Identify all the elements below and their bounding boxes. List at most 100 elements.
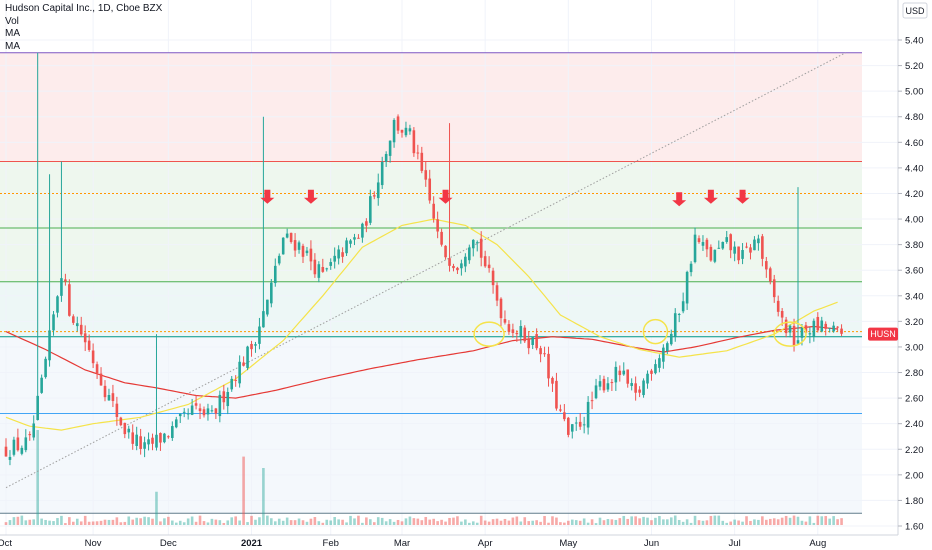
candle-body[interactable]: [436, 219, 439, 232]
candle-body[interactable]: [75, 323, 79, 327]
candle-body[interactable]: [626, 369, 630, 384]
candle-body[interactable]: [95, 364, 99, 374]
candle-body[interactable]: [222, 391, 226, 403]
candle-body[interactable]: [309, 248, 313, 262]
down-arrow-icon[interactable]: [672, 192, 687, 207]
candle-body[interactable]: [559, 409, 562, 411]
candle-body[interactable]: [606, 383, 610, 390]
candle-body[interactable]: [658, 358, 661, 368]
candle-body[interactable]: [547, 353, 550, 379]
candle-body[interactable]: [749, 247, 752, 253]
candle-body[interactable]: [816, 316, 820, 331]
candle-body[interactable]: [519, 326, 523, 337]
candle-body[interactable]: [230, 378, 234, 390]
candle-body[interactable]: [380, 161, 384, 186]
candle-body[interactable]: [155, 434, 158, 448]
candle-body[interactable]: [329, 262, 333, 266]
candle-body[interactable]: [87, 340, 91, 350]
candle-body[interactable]: [452, 265, 455, 269]
candle-body[interactable]: [12, 439, 16, 455]
candle-body[interactable]: [768, 268, 772, 282]
candle-body[interactable]: [602, 378, 606, 391]
candle-body[interactable]: [79, 324, 83, 335]
candle-body[interactable]: [416, 152, 420, 154]
candle-body[interactable]: [305, 250, 309, 254]
candle-body[interactable]: [563, 412, 566, 420]
candle-body[interactable]: [163, 433, 166, 443]
candle-body[interactable]: [99, 373, 103, 386]
candle-body[interactable]: [491, 270, 495, 286]
candle-body[interactable]: [685, 271, 689, 304]
candle-body[interactable]: [147, 439, 150, 445]
candle-body[interactable]: [412, 130, 416, 154]
candle-body[interactable]: [202, 409, 206, 416]
candle-body[interactable]: [788, 325, 792, 333]
candle-body[interactable]: [123, 422, 127, 435]
candle-body[interactable]: [733, 246, 736, 254]
candle-body[interactable]: [654, 364, 657, 374]
candle-body[interactable]: [266, 299, 269, 315]
candle-body[interactable]: [16, 437, 20, 451]
candle-body[interactable]: [428, 178, 432, 201]
legend-volume[interactable]: Vol: [5, 15, 19, 27]
candle-body[interactable]: [634, 383, 637, 393]
candle-body[interactable]: [396, 116, 400, 131]
candle-body[interactable]: [119, 417, 123, 426]
candle-body[interactable]: [48, 330, 51, 361]
candle-body[interactable]: [44, 358, 47, 378]
candle-body[interactable]: [325, 268, 329, 270]
time-axis[interactable]: Oct Nov Dec 2021 Feb Mar Apr May Jun Jul Aug: [0, 534, 932, 550]
candle-body[interactable]: [333, 255, 336, 262]
candle-body[interactable]: [515, 332, 519, 335]
candle-body[interactable]: [570, 424, 574, 432]
candle-body[interactable]: [468, 247, 471, 261]
candle-body[interactable]: [206, 408, 210, 415]
candle-body[interactable]: [456, 267, 459, 271]
candle-body[interactable]: [317, 264, 321, 278]
candle-body[interactable]: [289, 232, 293, 242]
candle-body[interactable]: [586, 401, 590, 428]
candle-body[interactable]: [32, 423, 36, 438]
candle-body[interactable]: [388, 140, 392, 156]
candle-body[interactable]: [297, 242, 301, 250]
candle-body[interactable]: [357, 237, 360, 239]
candle-body[interactable]: [705, 239, 709, 250]
candle-body[interactable]: [345, 240, 348, 254]
candle-body[interactable]: [400, 129, 404, 133]
candle-body[interactable]: [361, 223, 364, 238]
candle-body[interactable]: [574, 422, 578, 424]
candle-body[interactable]: [115, 403, 119, 417]
candle-body[interactable]: [555, 380, 558, 409]
candle-body[interactable]: [182, 411, 186, 413]
candle-body[interactable]: [246, 346, 249, 368]
candle-body[interactable]: [190, 405, 194, 415]
down-arrow-icon[interactable]: [303, 189, 318, 204]
highlight-ellipse[interactable]: [473, 321, 505, 347]
candle-body[interactable]: [131, 432, 135, 444]
candle-body[interactable]: [836, 326, 839, 328]
candle-body[interactable]: [618, 370, 622, 376]
candle-body[interactable]: [24, 437, 28, 451]
candle-body[interactable]: [143, 442, 146, 449]
candle-body[interactable]: [91, 350, 95, 364]
candle-body[interactable]: [285, 233, 289, 238]
candle-body[interactable]: [8, 456, 12, 460]
candle-body[interactable]: [242, 362, 245, 366]
candle-body[interactable]: [689, 263, 693, 273]
candle-body[interactable]: [646, 373, 649, 384]
candle-body[interactable]: [503, 319, 507, 323]
currency-badge[interactable]: [902, 2, 928, 19]
candle-body[interactable]: [127, 428, 131, 433]
candle-body[interactable]: [365, 221, 368, 226]
highlight-ellipse[interactable]: [773, 321, 807, 347]
candle-body[interactable]: [662, 347, 665, 362]
candle-body[interactable]: [824, 323, 828, 329]
candle-body[interactable]: [420, 152, 424, 171]
candle-body[interactable]: [693, 234, 697, 263]
candle-body[interactable]: [709, 246, 713, 261]
candle-body[interactable]: [444, 245, 447, 258]
candle-body[interactable]: [527, 339, 531, 349]
candle-body[interactable]: [598, 381, 602, 387]
candle-body[interactable]: [669, 333, 673, 345]
